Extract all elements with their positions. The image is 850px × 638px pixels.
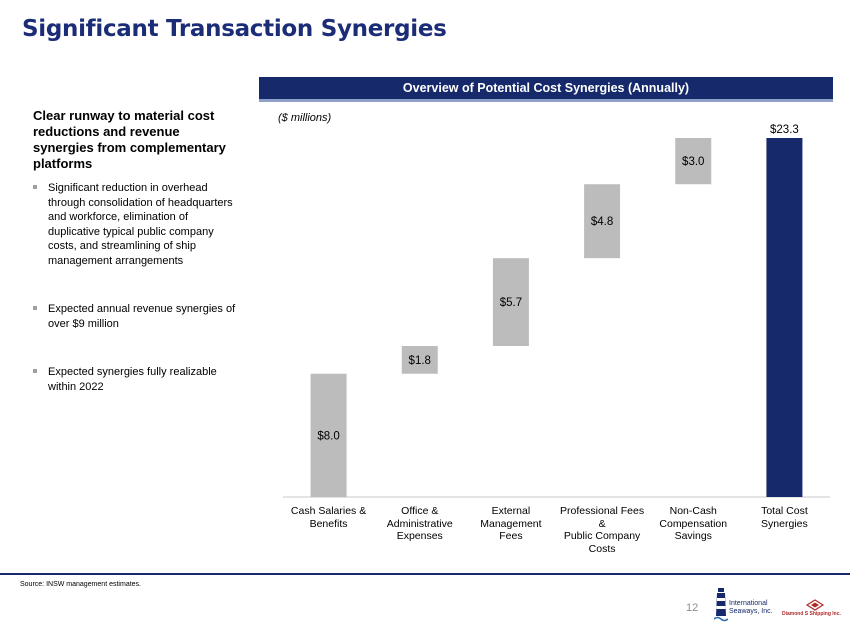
waterfall-bar — [675, 138, 712, 185]
bullet-item: Significant reduction in overhead throug… — [33, 181, 238, 268]
total-bar — [766, 138, 803, 497]
bullet-text: Expected synergies fully realizable with… — [48, 366, 217, 393]
waterfall-bar — [310, 373, 347, 497]
left-heading: Clear runway to material cost reductions… — [33, 108, 226, 171]
data-label: $5.7 — [500, 297, 522, 309]
chart-units-label: ($ millions) — [278, 112, 332, 124]
bullet-text: Expected annual revenue synergies of ove… — [48, 303, 236, 330]
bullet-square-icon — [33, 185, 37, 189]
international-seaways-logo: International Seaways, Inc. — [713, 586, 776, 624]
bullet-square-icon — [33, 306, 37, 310]
waterfall-bar — [584, 184, 621, 259]
waterfall-bar — [401, 346, 438, 374]
bullet-item: Expected annual revenue synergies of ove… — [33, 302, 238, 331]
bullet-list: Significant reduction in overhead throug… — [33, 181, 238, 394]
category-label: Non-Cash Compensation Savings — [659, 505, 728, 542]
bullet-text: Significant reduction in overhead throug… — [48, 182, 233, 267]
category-label: Total Cost Synergies — [761, 505, 808, 530]
chart-banner: Overview of Potential Cost Synergies (An… — [259, 77, 833, 102]
lighthouse-icon — [713, 588, 729, 622]
page-number: 12 — [686, 602, 699, 614]
data-label: $23.3 — [770, 124, 799, 136]
logo-text: Diamond S Shipping Inc. — [782, 611, 841, 617]
footer-divider — [0, 573, 850, 575]
logo-text: International Seaways, Inc. — [729, 600, 773, 615]
data-label: $3.0 — [682, 156, 704, 168]
bullet-item: Expected synergies fully realizable with… — [33, 365, 238, 394]
category-label: Office & Administrative Expenses — [386, 505, 453, 542]
source-note: Source: INSW management estimates. — [20, 581, 141, 588]
diamond-s-logo: Diamond S Shipping Inc. — [780, 598, 850, 620]
diamond-icon — [805, 599, 825, 611]
data-label: $8.0 — [317, 430, 339, 442]
waterfall-bar — [492, 258, 529, 347]
data-label: $1.8 — [409, 355, 431, 367]
category-label: Professional Fees & Public Company Costs — [560, 505, 645, 555]
bullet-square-icon — [33, 369, 37, 373]
category-label: External Management Fees — [480, 505, 542, 542]
data-label: $4.8 — [591, 216, 613, 228]
category-label: Cash Salaries & Benefits — [290, 505, 367, 530]
page-title: Significant Transaction Synergies — [22, 16, 447, 42]
